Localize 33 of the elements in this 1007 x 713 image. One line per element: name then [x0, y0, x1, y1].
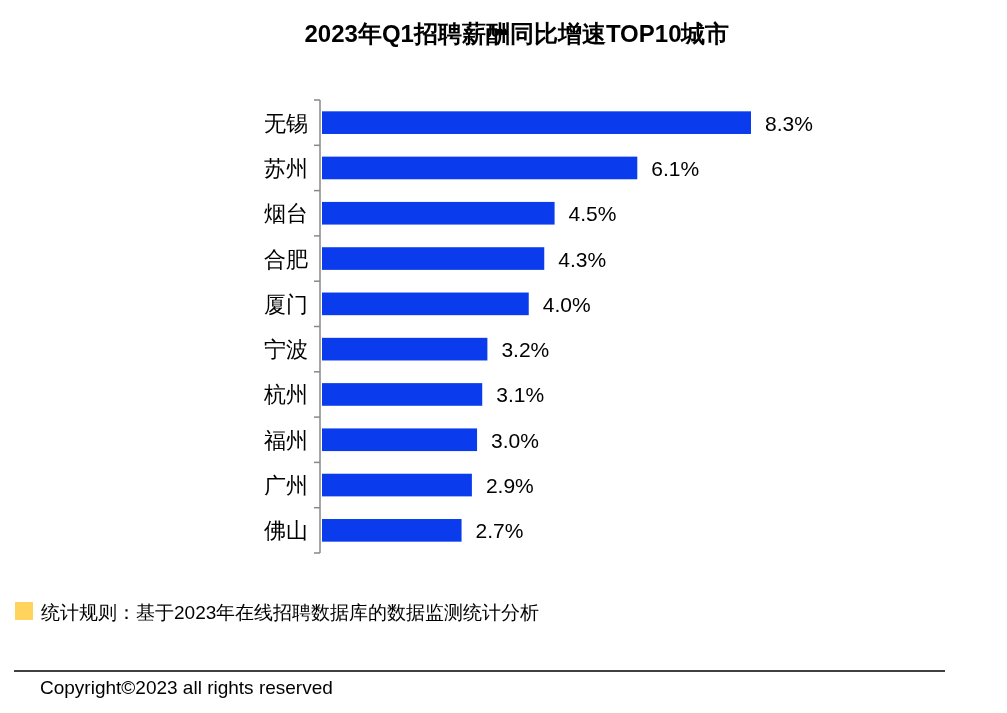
bar: [322, 156, 638, 180]
y-tick-label: 苏州: [264, 155, 308, 181]
data-label: 4.0%: [542, 292, 591, 316]
data-label: 2.7%: [475, 519, 524, 543]
data-label: 4.5%: [568, 202, 617, 226]
y-tick-label: 福州: [264, 427, 308, 453]
data-label: 3.0%: [491, 428, 539, 452]
data-label: 2.9%: [485, 474, 534, 498]
text: Copyright©2023 all rights reserved: [40, 677, 333, 698]
y-tick-label: 厦门: [264, 291, 308, 317]
data-label: 8.3%: [765, 111, 813, 135]
y-tick-label: 广州: [264, 473, 308, 499]
y-tick-label: 合肥: [264, 246, 308, 272]
bar: [322, 428, 478, 452]
bar: [322, 473, 472, 497]
bar: [322, 519, 462, 542]
y-tick-label: 佛山: [264, 518, 308, 544]
y-tick-label: 宁波: [264, 337, 308, 363]
data-label: 3.2%: [501, 338, 550, 362]
data-label: 4.3%: [558, 247, 607, 271]
bar: [322, 247, 545, 270]
bar: [322, 201, 555, 225]
data-label: 3.1%: [496, 383, 545, 407]
bar: [322, 337, 488, 361]
data-label: 6.1%: [651, 156, 700, 180]
text: 统计规则：基于2023年在线招聘数据库的数据监测统计分析: [41, 602, 540, 623]
y-tick-label: 无锡: [264, 110, 308, 136]
chart-title: 2023年Q1招聘薪酬同比增速TOP10城市: [304, 20, 730, 47]
y-tick-label: 杭州: [263, 382, 308, 408]
bar: [322, 292, 529, 316]
bar: [322, 111, 751, 134]
bar: [322, 383, 483, 406]
y-tick-label: 烟台: [264, 201, 308, 227]
